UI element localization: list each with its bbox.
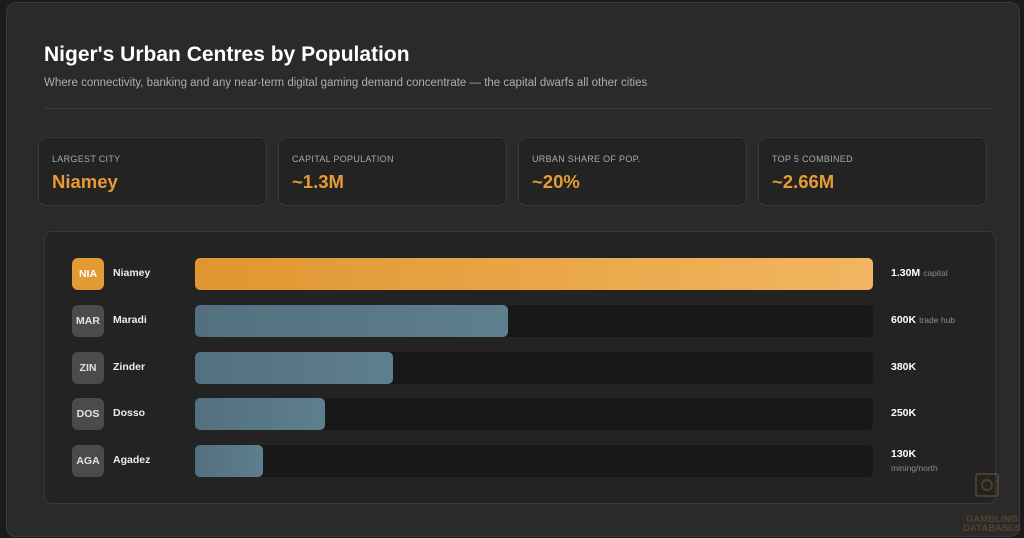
kpi-capital-population: CAPITAL POPULATION ~1.3M — [278, 137, 507, 206]
bar-row: MAR Maradi 600K trade hub — [45, 304, 995, 337]
value-label: 380K — [891, 361, 916, 373]
value-note: trade hub — [919, 314, 956, 325]
bar-track — [195, 445, 873, 477]
page-subtitle: Where connectivity, banking and any near… — [44, 77, 648, 89]
kpi-value: ~20% — [532, 171, 580, 192]
kpi-label: LARGEST CITY — [52, 154, 121, 164]
value-number: 600K — [891, 313, 917, 326]
city-code-badge: ZIN — [72, 351, 104, 384]
kpi-largest-city: LARGEST CITY Niamey — [38, 137, 267, 206]
kpi-value: ~2.66M — [772, 171, 835, 192]
city-code-badge: DOS — [72, 398, 104, 431]
city-code-badge: MAR — [72, 304, 104, 337]
bar — [195, 445, 263, 477]
value-number: 380K — [891, 360, 917, 373]
value-label: 600K trade hub — [891, 314, 955, 326]
city-label: Maradi — [113, 313, 147, 326]
bar-row: AGA Agadez 130K mining/north — [45, 445, 995, 477]
watermark-text: GAMBLING DATABASES — [963, 514, 1021, 534]
value-note: capital — [923, 268, 948, 278]
bar-track — [195, 398, 873, 431]
bar-row: ZIN Zinder 380K — [45, 351, 995, 384]
value-number: 250K — [891, 407, 917, 420]
bar — [195, 304, 508, 337]
value-label: 1.30M capital — [891, 267, 948, 279]
city-label: Agadez — [113, 454, 151, 466]
value-label: 130K mining/north — [891, 448, 938, 473]
city-label: Zinder — [113, 360, 146, 373]
bar — [195, 351, 394, 384]
bar — [195, 398, 326, 431]
bar-row: NIA Niamey 1.30M capital — [45, 258, 995, 290]
divider — [44, 108, 994, 109]
kpi-label: TOP 5 COMBINED — [772, 154, 853, 164]
population-bar-chart: NIA Niamey 1.30M capital MAR Maradi 600K trade … — [44, 231, 996, 504]
value-number: 1.30M — [891, 267, 921, 279]
city-code-badge: AGA — [72, 445, 104, 477]
dashboard-card: Niger's Urban Centres by Population Wher… — [6, 2, 1021, 537]
kpi-value: Niamey — [52, 171, 118, 192]
kpi-value: ~1.3M — [292, 171, 344, 192]
city-label: Dosso — [113, 407, 146, 420]
kpi-top5-combined: TOP 5 COMBINED ~2.66M — [758, 137, 987, 206]
watermark-logo: GAMBLING DATABASES — [957, 473, 1021, 535]
page-title: Niger's Urban Centres by Population — [44, 43, 410, 66]
bar-track — [195, 304, 873, 337]
value-number: 130K — [891, 448, 917, 460]
kpi-urban-share: URBAN SHARE OF POP. ~20% — [518, 137, 747, 206]
city-label: Niamey — [113, 267, 151, 279]
bar-row: DOS Dosso 250K — [45, 398, 995, 431]
bar-track — [195, 351, 873, 384]
bar-track — [195, 258, 873, 290]
roulette-icon — [975, 473, 999, 497]
bar — [195, 258, 873, 290]
kpi-label: CAPITAL POPULATION — [292, 154, 394, 164]
city-code-badge: NIA — [72, 258, 104, 290]
kpi-label: URBAN SHARE OF POP. — [532, 154, 641, 164]
value-note: mining/north — [891, 463, 938, 473]
value-label: 250K — [891, 407, 916, 419]
